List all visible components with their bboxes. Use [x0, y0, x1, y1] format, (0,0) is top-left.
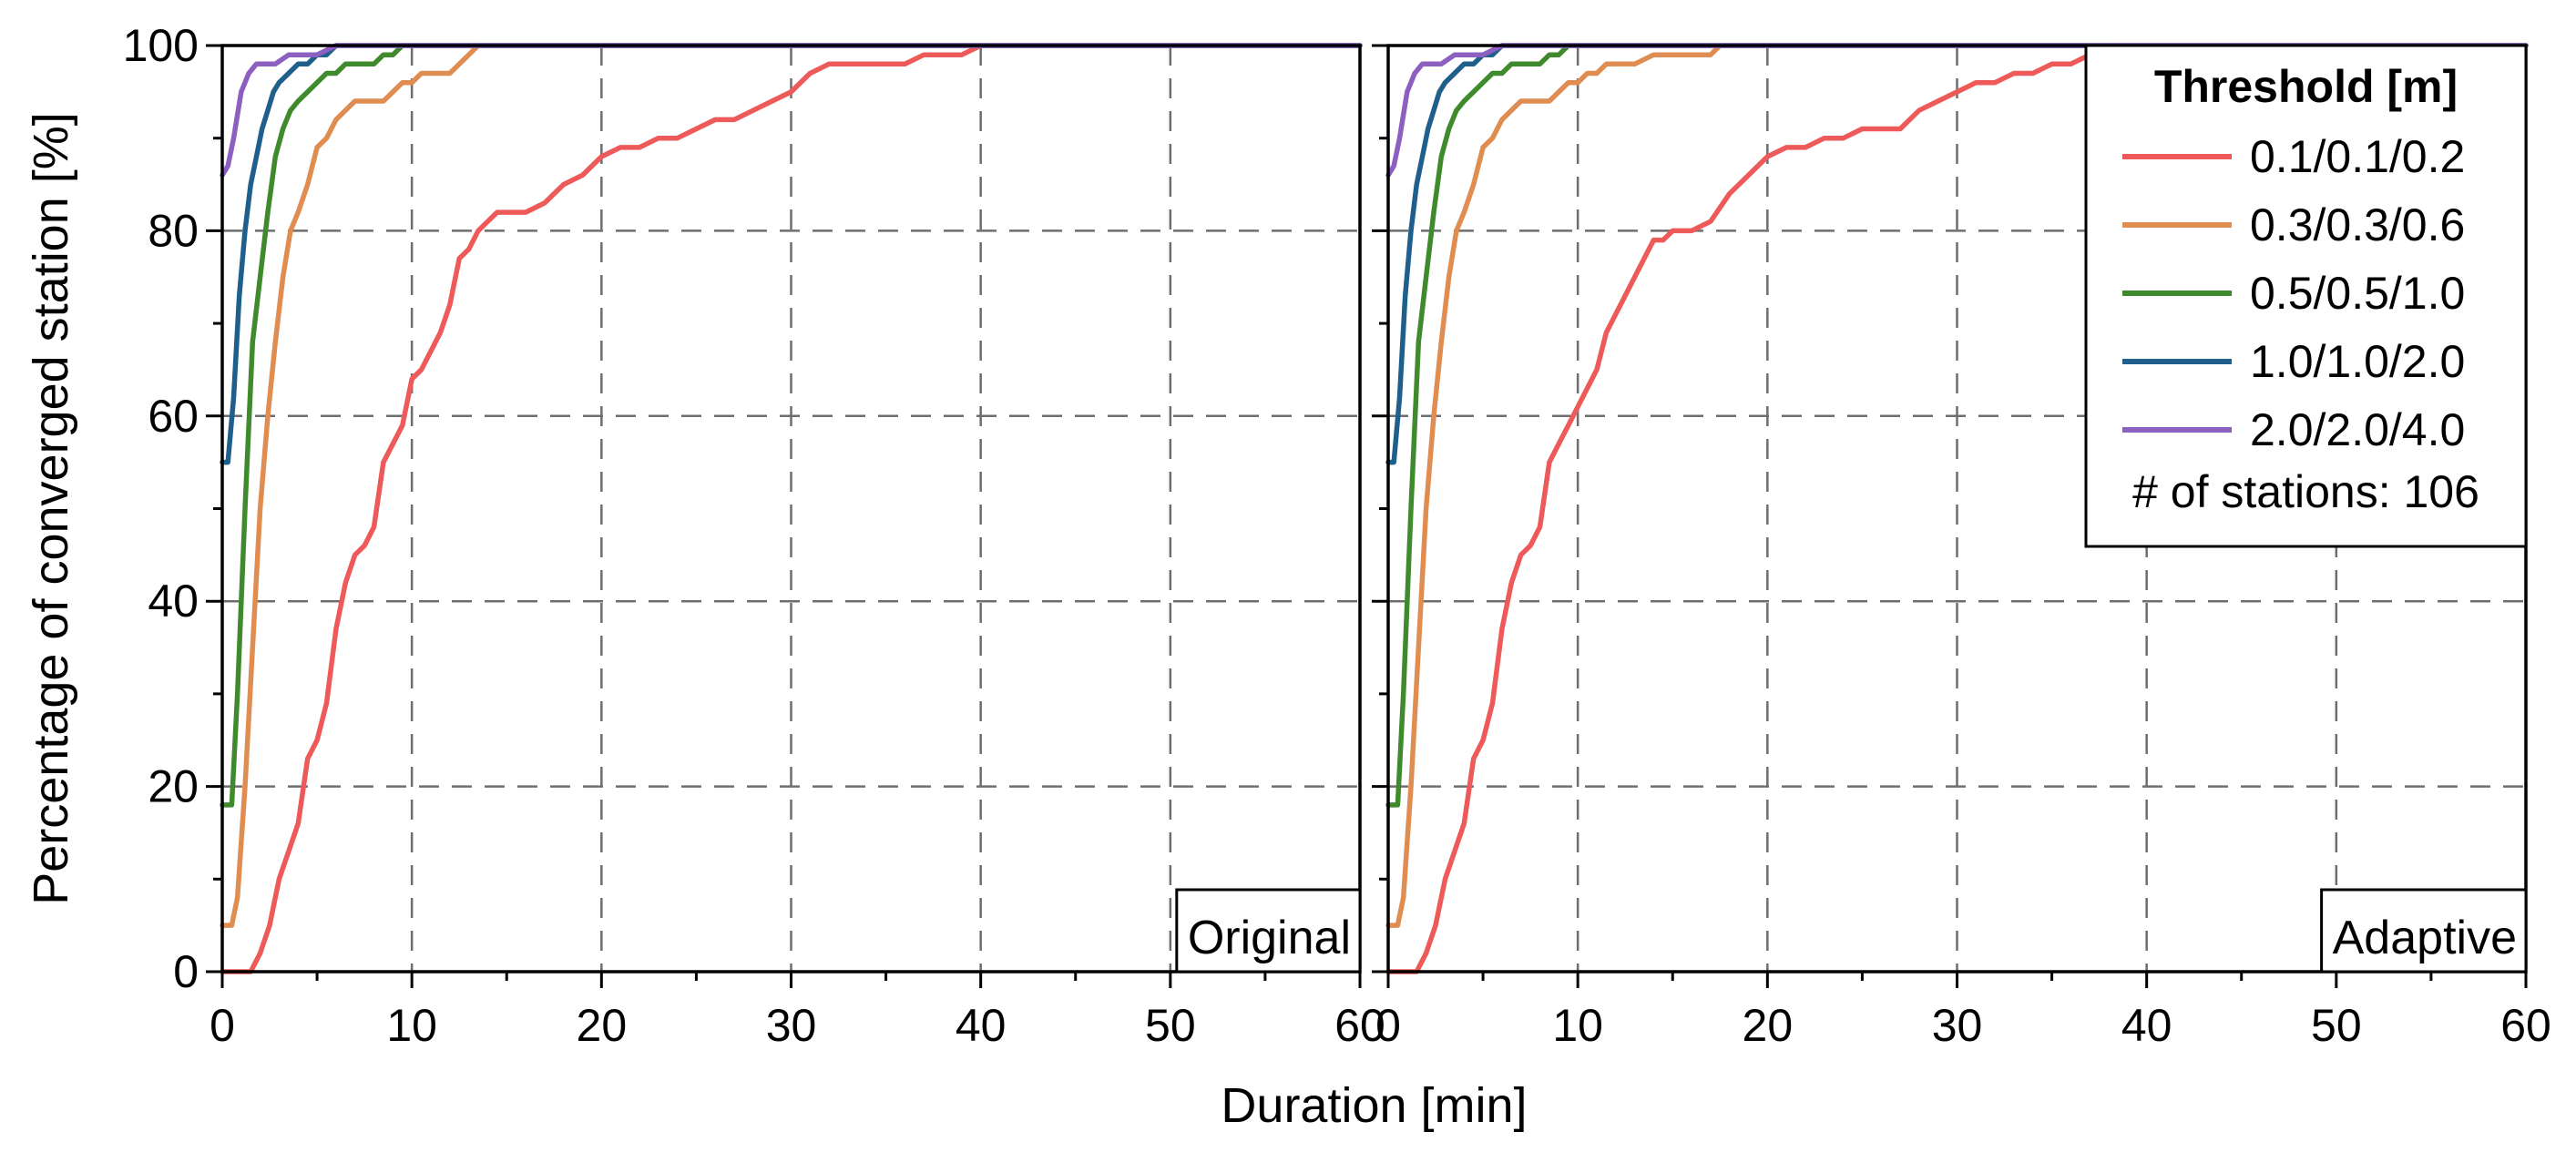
- panel-label-box: Adaptive: [2320, 888, 2528, 974]
- x-tick-label: 10: [1552, 1000, 1603, 1051]
- grid: [222, 46, 1360, 972]
- x-tick-label: 20: [577, 1000, 628, 1051]
- series-line-0.3/0.3/0.6: [1385, 43, 2529, 928]
- panel-label-frame: [1175, 888, 1362, 974]
- panel-label-frame: [2320, 888, 2528, 974]
- x-axis: 0 10 20 30 40 50 60: [1375, 972, 2551, 1051]
- panel-label: Original: [1188, 912, 1351, 964]
- legend: Threshold [m] 0.1/0.1/0.2 0.3/0.3/0.6 0.5/0…: [2084, 44, 2528, 548]
- x-tick-label: 0: [1375, 1000, 1401, 1051]
- series-line-0.3/0.3/0.6: [220, 43, 1363, 928]
- y-axis-title: Percentage of converged station [%]: [24, 112, 78, 905]
- legend-title: Threshold [m]: [2154, 61, 2458, 112]
- x-tick-label: 30: [766, 1000, 817, 1051]
- y-tick-label: 0: [173, 946, 199, 997]
- x-tick-label: 40: [2121, 1000, 2172, 1051]
- x-tick-label: 60: [1334, 1000, 1385, 1051]
- y-tick-label: 80: [148, 205, 199, 256]
- x-tick-label: 20: [1743, 1000, 1794, 1051]
- series-line-0.5/0.5/1.0: [220, 43, 1363, 808]
- y-tick-label: 20: [148, 761, 199, 812]
- y-tick-label: 100: [123, 20, 199, 71]
- x-tick-label: 0: [210, 1000, 235, 1051]
- x-tick-label: 50: [1145, 1000, 1196, 1051]
- series-group: [220, 43, 1363, 974]
- legend-entry: 0.3/0.3/0.6: [2250, 199, 2465, 250]
- legend-station-count: # of stations: 106: [2132, 466, 2479, 517]
- panel-original: 0 10 20 30 40 50 60 0 20 40 60 80 100 Original: [123, 20, 1385, 1051]
- y-tick-label: 60: [148, 391, 199, 442]
- x-tick-label: 50: [2311, 1000, 2362, 1051]
- y-axis: [1372, 44, 1388, 974]
- x-axis-title: Duration [min]: [1221, 1078, 1527, 1133]
- x-tick-label: 10: [386, 1000, 437, 1051]
- legend-entry: 0.1/0.1/0.2: [2250, 131, 2465, 182]
- series-line-0.1/0.1/0.2: [1385, 43, 2529, 974]
- series-line-2.0/2.0/4.0: [1385, 43, 2529, 178]
- series-line-0.5/0.5/1.0: [1385, 43, 2529, 808]
- x-tick-label: 40: [956, 1000, 1007, 1051]
- series-line-2.0/2.0/4.0: [220, 43, 1363, 178]
- series-line-0.1/0.1/0.2: [220, 43, 1363, 974]
- y-tick-label: 40: [148, 576, 199, 627]
- legend-entry: 2.0/2.0/4.0: [2250, 404, 2465, 455]
- legend-entry: 0.5/0.5/1.0: [2250, 268, 2465, 319]
- panel-label: Adaptive: [2333, 912, 2517, 964]
- x-axis: 0 10 20 30 40 50 60: [210, 972, 1385, 1051]
- series-group: [1385, 43, 2529, 974]
- y-axis: 0 20 40 60 80 100: [123, 20, 222, 997]
- x-tick-label: 30: [1932, 1000, 1983, 1051]
- legend-entry: 1.0/1.0/2.0: [2250, 336, 2465, 387]
- x-tick-label: 60: [2500, 1000, 2551, 1051]
- panel-label-box: Original: [1175, 888, 1362, 974]
